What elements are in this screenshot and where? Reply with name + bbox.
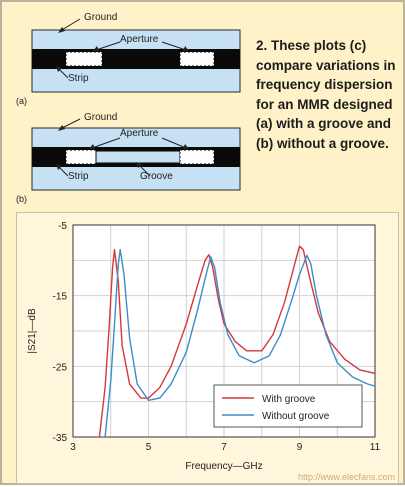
watermark-text: http://www.elecfans.com (298, 472, 395, 482)
x-tick-label: 5 (146, 442, 152, 453)
ground-arrowhead-a (58, 27, 65, 33)
aperture-right-a (179, 51, 215, 67)
x-tick-label: 3 (70, 442, 76, 453)
ground-arrowhead-b (58, 125, 65, 131)
ground-label-a: Ground (84, 12, 118, 23)
x-tick-label: 9 (297, 442, 303, 453)
figure-caption: 2. These plots (c) compare variations in… (256, 38, 396, 151)
panel-label-a: (a) (16, 96, 27, 106)
aperture-arrowhead-right-a (183, 46, 189, 51)
y-tick-label: -15 (53, 292, 68, 303)
groove-label-b: Groove (140, 171, 173, 182)
legend-label: With groove (262, 394, 316, 405)
aperture-arrowhead-left-b (89, 144, 95, 149)
aperture-arrow-right-a (161, 41, 187, 51)
ground-label-b: Ground (84, 112, 118, 123)
aperture-right-b (179, 149, 215, 165)
strip-arrowhead-b (56, 164, 62, 170)
y-tick-label: -5 (58, 221, 67, 232)
y-tick-label: -35 (53, 433, 68, 444)
diagram-a (31, 18, 241, 93)
x-axis-label: Frequency—GHz (185, 461, 262, 472)
strip-label-a: Strip (68, 73, 89, 84)
aperture-arrowhead-right-b (183, 144, 189, 149)
aperture-arrow-left-a (95, 41, 121, 51)
x-tick-label: 7 (221, 442, 227, 453)
series-line (98, 245, 375, 437)
strip-arrowhead-a (56, 66, 62, 72)
y-tick-label: -25 (53, 362, 68, 373)
strip-label-b: Strip (68, 171, 89, 182)
plot-frame (72, 224, 376, 438)
aperture-label-a: Aperture (120, 34, 159, 45)
aperture-left-a (65, 51, 103, 67)
y-axis-label: |S21|—dB (27, 308, 38, 354)
aperture-arrowhead-left-a (93, 46, 99, 51)
panel-label-b: (b) (16, 194, 27, 204)
legend-label: Without groove (262, 411, 330, 422)
groove-arrowhead-b (136, 162, 142, 168)
x-tick-label: 11 (370, 442, 381, 453)
aperture-arrow-right-b (161, 137, 187, 149)
diagram-b (31, 118, 241, 191)
aperture-label-b: Aperture (120, 128, 159, 139)
aperture-arrow-left-b (91, 137, 121, 149)
series-line (104, 248, 375, 437)
legend-box (213, 384, 363, 428)
